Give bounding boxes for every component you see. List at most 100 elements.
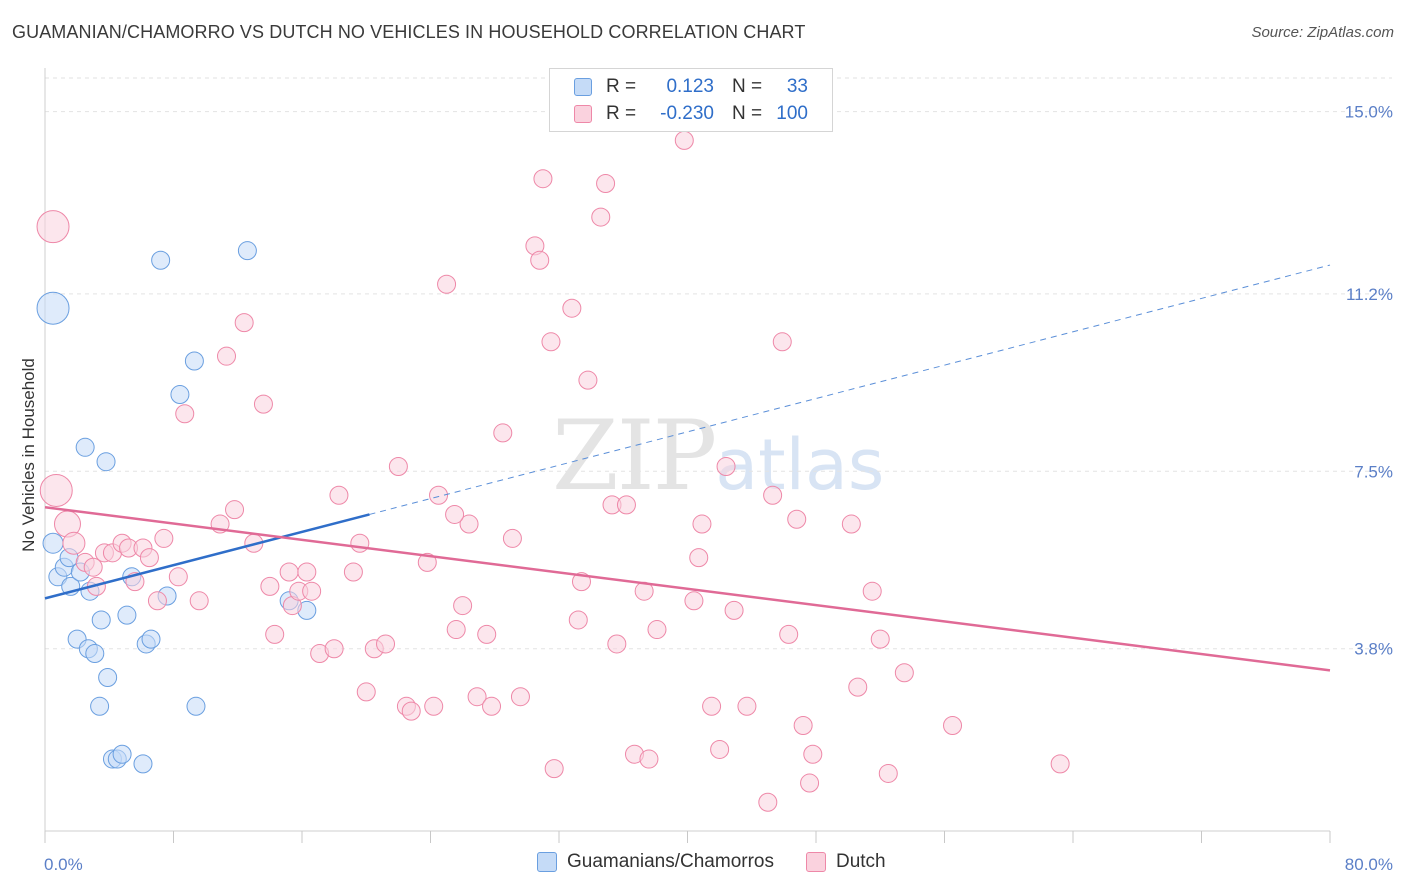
dutch-point xyxy=(530,250,550,270)
dutch-point xyxy=(684,591,704,611)
legend-row-guamanian: R = 0.123 N = 33 xyxy=(574,75,808,99)
dutch-point xyxy=(356,682,376,702)
y-tick-label: 11.2% xyxy=(1346,285,1393,304)
dutch-point xyxy=(253,394,273,414)
dutch-point xyxy=(541,332,561,352)
guamanian-point xyxy=(96,452,116,472)
series-legend-dutch[interactable]: Dutch xyxy=(805,851,886,873)
dutch-point xyxy=(445,504,465,524)
series-label-dutch: Dutch xyxy=(835,851,886,872)
guamanian-point xyxy=(133,754,153,774)
legend-swatch-dutch xyxy=(574,105,592,123)
legend-swatch-guamanian xyxy=(574,78,592,96)
dutch-point xyxy=(544,759,564,779)
guamanian-point xyxy=(170,385,190,405)
dutch-point xyxy=(446,620,466,640)
r-label: R = xyxy=(606,103,637,124)
dutch-point xyxy=(578,370,598,390)
dutch-point xyxy=(870,629,890,649)
guamanian-point xyxy=(85,644,105,664)
n-value: 33 xyxy=(786,76,808,97)
y-tick-label: 7.5% xyxy=(1354,462,1393,481)
guamanian-point xyxy=(117,605,137,625)
dutch-point xyxy=(62,531,86,555)
dutch-point xyxy=(401,701,421,721)
dutch-point xyxy=(493,423,513,443)
dutch-point xyxy=(39,473,73,507)
x-tick-label-min: 0.0% xyxy=(44,855,83,874)
source-label: Source: ZipAtlas.com xyxy=(1251,24,1394,41)
dutch-point xyxy=(862,581,882,601)
dutch-point xyxy=(758,792,778,812)
dutch-point xyxy=(803,744,823,764)
r-value: 0.123 xyxy=(666,76,714,97)
dutch-point xyxy=(83,557,103,577)
dutch-point xyxy=(147,591,167,611)
y-axis-title: No Vehicles in Household xyxy=(19,358,38,552)
dutch-point xyxy=(674,130,694,150)
dutch-point xyxy=(376,634,396,654)
guamanian-point xyxy=(151,250,171,270)
dutch-point xyxy=(710,739,730,759)
dutch-point xyxy=(894,663,914,683)
dutch-point xyxy=(453,596,473,616)
dutch-point xyxy=(329,485,349,505)
dutch-point xyxy=(692,514,712,534)
dutch-point xyxy=(175,404,195,424)
dutch-point xyxy=(139,548,159,568)
dutch-point xyxy=(234,313,254,333)
guamanian-point xyxy=(98,668,118,688)
guamanian-point xyxy=(91,610,111,630)
dutch-point xyxy=(429,485,449,505)
dutch-point xyxy=(302,581,322,601)
dutch-point xyxy=(168,567,188,587)
dutch-point xyxy=(607,634,627,654)
guamanian-point xyxy=(184,351,204,371)
dutch-point xyxy=(779,624,799,644)
dutch-point xyxy=(793,715,813,735)
dutch-point xyxy=(350,533,370,553)
dutch-point xyxy=(225,500,245,520)
dutch-point xyxy=(260,576,280,596)
dutch-point xyxy=(417,552,437,572)
guamanian-point xyxy=(36,291,70,325)
series-legend: Guamanians/Chamorros Dutch xyxy=(537,851,918,873)
dutch-point xyxy=(36,210,70,244)
dutch-point xyxy=(943,715,963,735)
dutch-point xyxy=(616,495,636,515)
dutch-point xyxy=(510,687,530,707)
r-value: -0.230 xyxy=(660,103,714,124)
dutch-point xyxy=(591,207,611,227)
y-tick-label: 15.0% xyxy=(1345,103,1393,122)
dutch-point xyxy=(787,509,807,529)
dutch-point xyxy=(279,562,299,582)
dutch-point xyxy=(297,562,317,582)
n-label: N = xyxy=(732,103,763,124)
dutch-point xyxy=(848,677,868,697)
dutch-point xyxy=(265,624,285,644)
dutch-point xyxy=(1050,754,1070,774)
legend-row-dutch: R = -0.230 N = 100 xyxy=(574,102,808,126)
dutch-trend-line xyxy=(44,506,1331,672)
dutch-point xyxy=(596,174,616,194)
dutch-point xyxy=(568,610,588,630)
watermark-atlas: atlas xyxy=(715,424,885,506)
dutch-point xyxy=(841,514,861,534)
dutch-point xyxy=(716,456,736,476)
dutch-point xyxy=(154,528,174,548)
dutch-point xyxy=(639,749,659,769)
n-value: 100 xyxy=(776,103,808,124)
dutch-point xyxy=(800,773,820,793)
guamanian-trend-line xyxy=(44,513,370,600)
x-tick-label-max: 80.0% xyxy=(1345,855,1393,874)
dutch-point xyxy=(343,562,363,582)
dutch-point xyxy=(878,763,898,783)
series-legend-guamanian[interactable]: Guamanians/Chamorros xyxy=(537,851,774,873)
dutch-point xyxy=(437,274,457,294)
watermark-zip: ZIP xyxy=(552,400,717,512)
dutch-point xyxy=(772,332,792,352)
dutch-point xyxy=(724,600,744,620)
y-tick-label: 3.8% xyxy=(1354,640,1393,659)
dutch-point xyxy=(424,696,444,716)
